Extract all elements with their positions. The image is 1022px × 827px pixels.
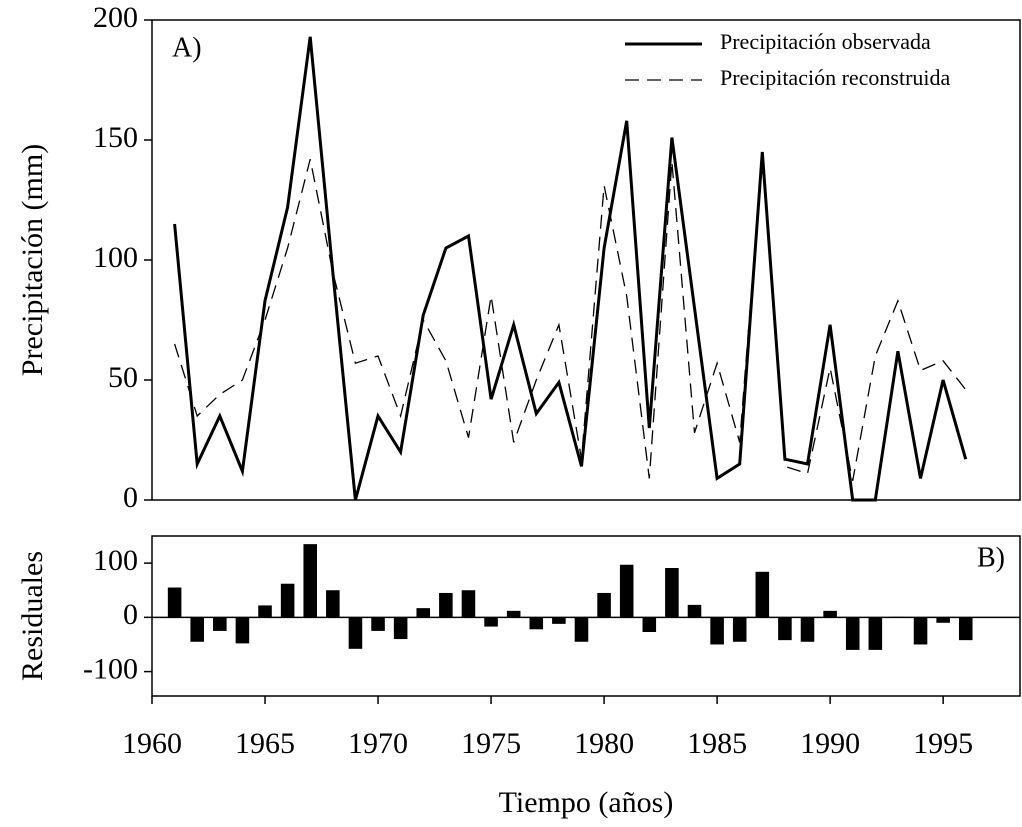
bar — [326, 590, 340, 618]
bar — [484, 617, 498, 627]
bar — [416, 608, 431, 618]
bar — [461, 590, 476, 618]
bar — [552, 617, 566, 624]
panel-label: A) — [172, 32, 202, 63]
bar — [778, 617, 792, 641]
x-tick-label: 1970 — [348, 727, 408, 760]
x-tick-label: 1965 — [235, 727, 295, 760]
bar — [732, 617, 747, 642]
bar — [167, 587, 182, 618]
bar — [913, 617, 928, 645]
x-tick-label: 1960 — [122, 727, 182, 760]
plot-frame — [151, 535, 1021, 697]
legend-label: Precipitación reconstruida — [720, 65, 951, 90]
y-tick-label: 100 — [93, 544, 138, 577]
bar — [891, 616, 905, 618]
bar — [800, 617, 815, 642]
bar — [393, 617, 408, 640]
bar — [710, 617, 724, 645]
bar — [439, 592, 453, 618]
bar — [619, 564, 634, 618]
x-tick-label: 1975 — [461, 727, 521, 760]
bar — [506, 610, 521, 618]
bar — [755, 571, 770, 618]
x-tick-label: 1985 — [687, 727, 747, 760]
panel-label: B) — [977, 542, 1005, 573]
x-tick-label: 1990 — [800, 727, 860, 760]
bar — [348, 617, 363, 649]
x-tick-label: 1995 — [913, 727, 973, 760]
y-tick-label: 200 — [93, 1, 138, 34]
bar — [213, 617, 227, 631]
bar — [190, 617, 204, 642]
y-tick-label: -100 — [83, 652, 138, 685]
bar — [958, 617, 973, 641]
bar — [868, 617, 883, 650]
bar — [936, 617, 950, 623]
bar — [235, 617, 250, 644]
bar — [303, 544, 318, 618]
bar — [280, 583, 295, 618]
x-tick-label: 1980 — [574, 727, 634, 760]
bar — [597, 592, 611, 618]
bar — [574, 617, 589, 642]
bar — [529, 617, 544, 630]
bar — [665, 568, 679, 618]
legend-label: Precipitación observada — [720, 29, 931, 54]
y-axis-title: Residuales — [16, 551, 49, 681]
y-tick-label: 50 — [108, 361, 138, 394]
bar — [258, 605, 272, 618]
bar — [642, 617, 657, 632]
bar — [371, 617, 385, 631]
series-line — [173, 151, 967, 481]
y-tick-label: 0 — [123, 598, 138, 631]
y-axis-title: Precipitación (mm) — [16, 144, 49, 376]
bar — [687, 604, 702, 618]
series-line — [173, 36, 968, 502]
y-tick-label: 150 — [93, 121, 138, 154]
y-tick-label: 100 — [93, 241, 138, 274]
x-axis-title: Tiempo (años) — [499, 786, 674, 819]
bar — [845, 617, 860, 650]
bar — [823, 610, 837, 618]
y-tick-label: 0 — [123, 481, 138, 514]
